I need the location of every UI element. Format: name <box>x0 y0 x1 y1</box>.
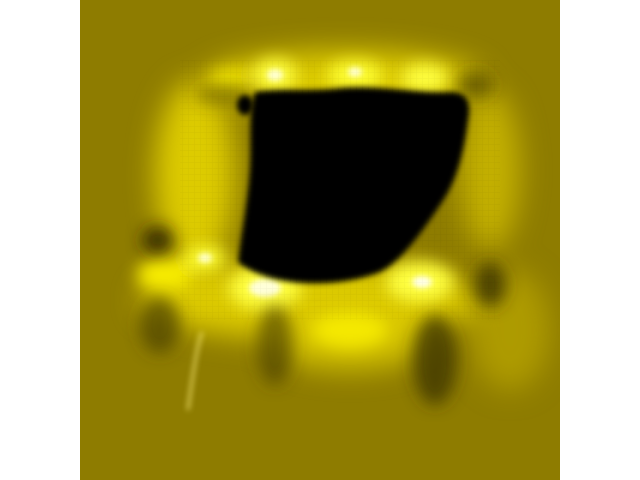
image-frame <box>80 0 560 480</box>
bright-streak <box>186 331 204 411</box>
texture-overlay <box>180 60 500 320</box>
microscopy-image <box>80 0 560 480</box>
